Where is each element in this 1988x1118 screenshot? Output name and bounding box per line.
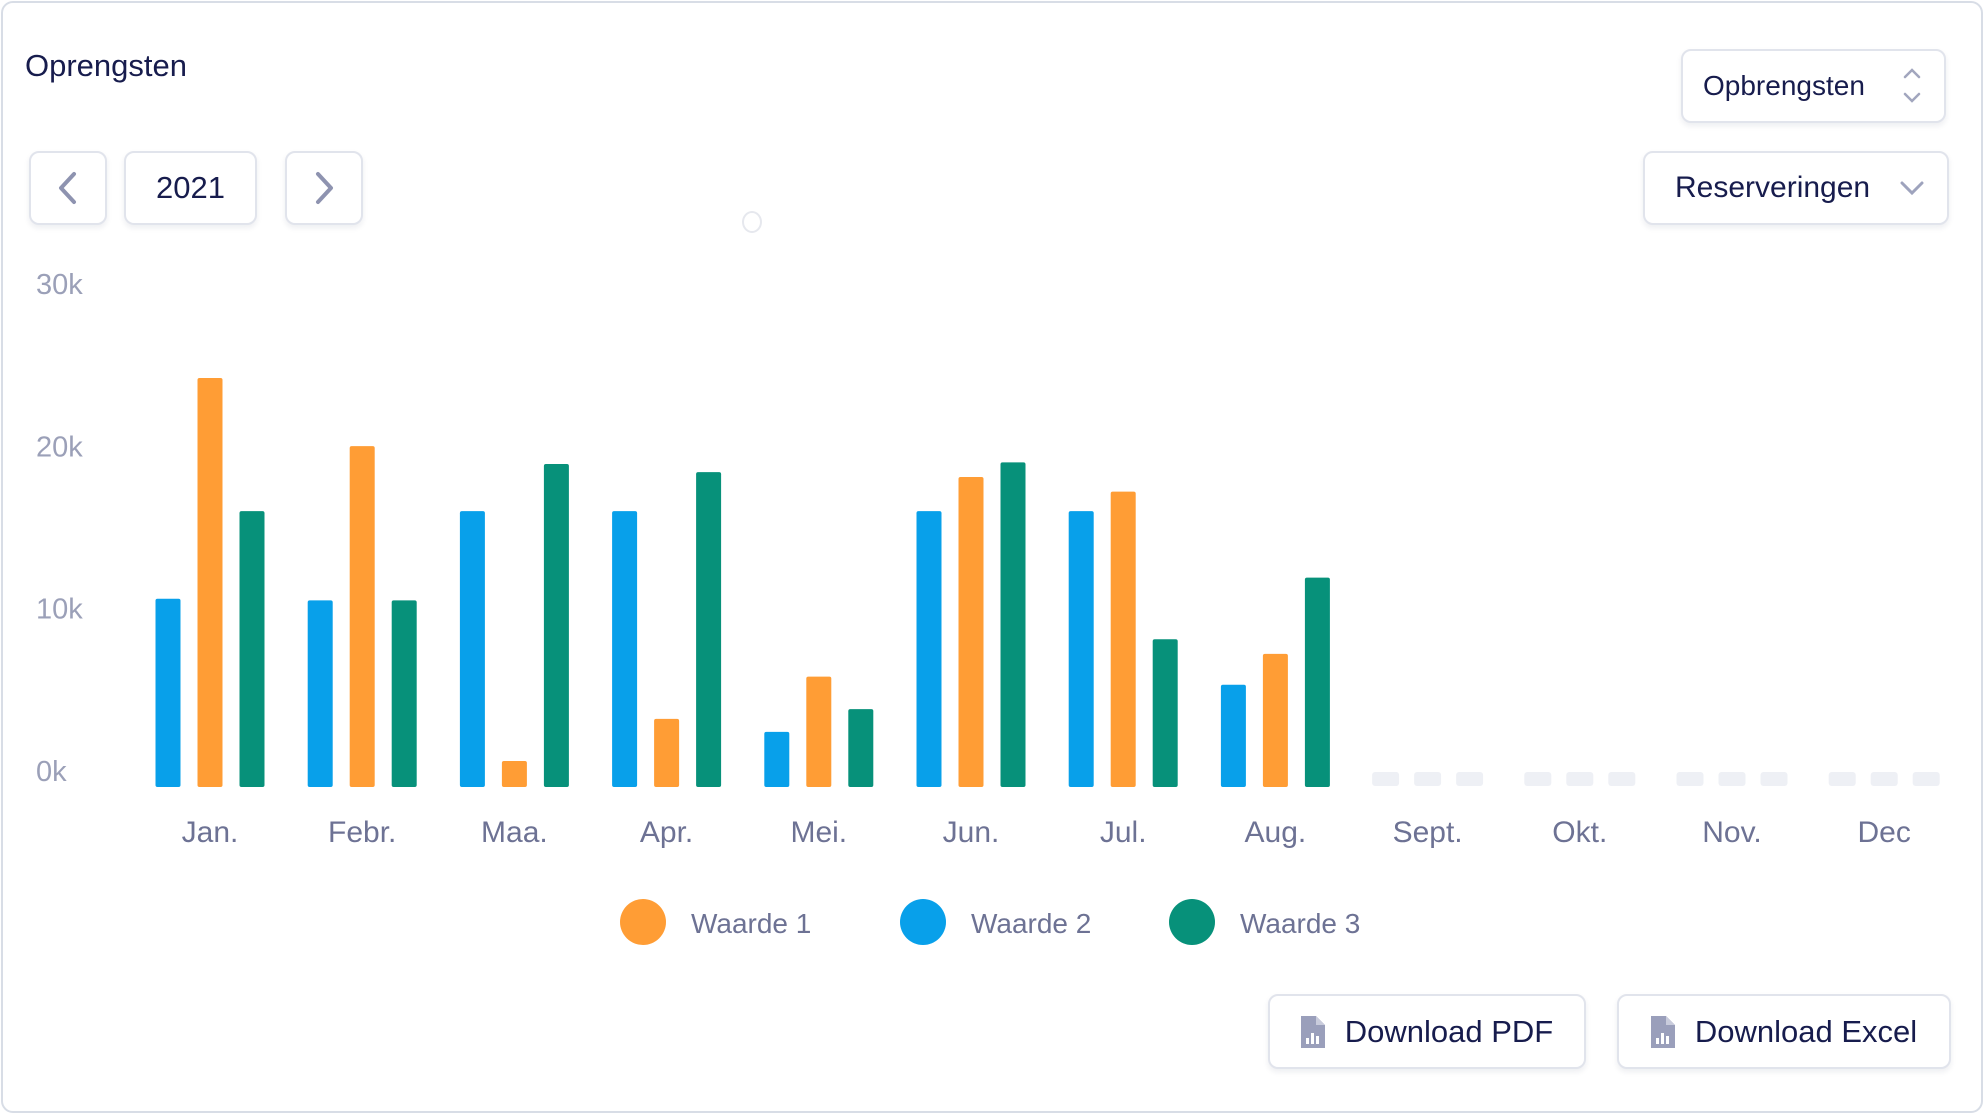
bar-placeholder (1718, 772, 1746, 786)
bar-waarde-1 (806, 676, 832, 787)
bar-waarde-1 (654, 718, 680, 787)
metric-select-value: Opbrengsten (1703, 70, 1865, 101)
x-tick-label: Jun. (943, 816, 1000, 849)
bar-waarde-3 (696, 472, 722, 787)
next-year-button[interactable] (285, 151, 363, 225)
metric-select[interactable]: Opbrengsten (1681, 49, 1946, 123)
bar-waarde-3 (1000, 462, 1026, 787)
bar-placeholder (1608, 772, 1636, 786)
x-tick-label: Febr. (328, 816, 396, 849)
x-tick-label: Maa. (481, 816, 548, 849)
x-tick-label: Nov. (1702, 816, 1761, 849)
bar-placeholder (1414, 772, 1442, 786)
bar-waarde-1 (1262, 653, 1288, 787)
bar-waarde-1 (197, 378, 223, 787)
download-excel-label: Download Excel (1694, 1013, 1918, 1049)
previous-year-button[interactable] (29, 151, 107, 225)
chevron-down-icon (1900, 181, 1924, 196)
legend-swatch (900, 899, 946, 945)
bar-waarde-2 (916, 511, 942, 787)
bar-waarde-3 (543, 464, 569, 787)
file-chart-icon (1300, 1015, 1325, 1048)
x-tick-label: Mei. (790, 816, 847, 849)
bar-placeholder (1912, 772, 1940, 786)
bar-waarde-2 (764, 731, 790, 787)
x-tick-label: Apr. (640, 816, 693, 849)
bar-waarde-1 (958, 477, 984, 787)
legend-label: Waarde 2 (971, 908, 1091, 939)
bar-waarde-3 (1304, 577, 1330, 787)
y-tick-label: 20k (36, 431, 83, 463)
bar-placeholder (1760, 772, 1788, 786)
bar-waarde-3 (239, 511, 265, 787)
bar-placeholder (1566, 772, 1594, 786)
x-tick-label: Jan. (182, 816, 239, 849)
bar-waarde-2 (155, 598, 181, 787)
bar-placeholder (1456, 772, 1484, 786)
bar-waarde-2 (1220, 684, 1246, 787)
bar-waarde-2 (1068, 511, 1094, 787)
x-tick-label: Aug. (1245, 816, 1307, 849)
bar-waarde-2 (612, 511, 638, 787)
legend-label: Waarde 1 (691, 908, 811, 939)
download-excel-button[interactable]: Download Excel (1617, 994, 1951, 1069)
y-tick-label: 10k (36, 594, 83, 626)
chevron-left-icon (59, 172, 76, 204)
card-title: Oprengsten (25, 48, 187, 83)
chevron-right-icon (316, 172, 333, 204)
x-tick-label: Jul. (1100, 816, 1147, 849)
chevron-up-down-icon (1903, 68, 1921, 103)
bar-placeholder (1676, 772, 1704, 786)
bar-placeholder (1372, 772, 1400, 786)
legend-label: Waarde 3 (1240, 908, 1360, 939)
y-tick-label: 0k (36, 756, 67, 788)
bar-waarde-1 (501, 761, 527, 787)
bar-waarde-3 (1152, 639, 1178, 787)
bar-waarde-3 (848, 709, 874, 787)
legend-swatch (1169, 899, 1215, 945)
download-pdf-label: Download PDF (1344, 1013, 1554, 1049)
bar-waarde-3 (391, 600, 417, 787)
category-dropdown-value: Reserveringen (1675, 171, 1871, 204)
y-tick-label: 30k (36, 269, 83, 301)
x-tick-label: Dec (1858, 816, 1911, 849)
bar-placeholder (1828, 772, 1856, 786)
bar-waarde-1 (1110, 491, 1136, 787)
bar-placeholder (1870, 772, 1898, 786)
loading-indicator (742, 211, 762, 233)
category-dropdown[interactable]: Reserveringen (1643, 151, 1949, 225)
download-pdf-button[interactable]: Download PDF (1268, 994, 1586, 1069)
file-chart-icon (1650, 1015, 1675, 1048)
year-display[interactable]: 2021 (124, 151, 257, 225)
bar-waarde-1 (349, 446, 375, 787)
legend-swatch (620, 899, 666, 945)
bar-waarde-2 (307, 600, 333, 787)
bar-waarde-2 (459, 511, 485, 787)
x-tick-label: Okt. (1552, 816, 1607, 849)
bar-placeholder (1524, 772, 1552, 786)
x-tick-label: Sept. (1393, 816, 1463, 849)
